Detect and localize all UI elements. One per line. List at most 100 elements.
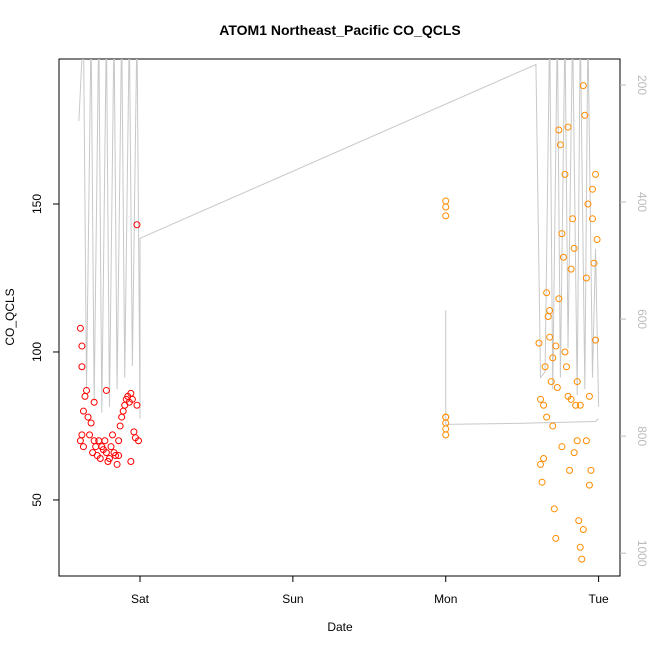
point — [543, 289, 551, 297]
point — [546, 307, 554, 315]
point — [564, 123, 572, 131]
point — [549, 422, 557, 430]
point — [553, 383, 561, 391]
point — [102, 386, 110, 394]
point — [127, 457, 135, 465]
point — [105, 455, 113, 463]
point — [537, 395, 545, 403]
point — [78, 342, 86, 350]
point — [76, 437, 84, 445]
point — [547, 378, 555, 386]
x-axis-label: Date — [327, 620, 353, 634]
point — [573, 378, 581, 386]
point — [92, 443, 100, 451]
point — [567, 265, 575, 273]
x-tick-label: Tue — [588, 592, 609, 606]
point — [559, 253, 567, 261]
point — [570, 449, 578, 457]
point — [87, 419, 95, 427]
point — [83, 386, 91, 394]
point — [113, 460, 121, 468]
point — [112, 452, 120, 460]
point — [561, 348, 569, 356]
point — [535, 339, 543, 347]
point — [115, 437, 123, 445]
point — [130, 428, 138, 436]
point — [555, 126, 563, 134]
point — [582, 274, 590, 282]
point — [546, 333, 554, 341]
y-tick-label: 150 — [30, 194, 44, 214]
point — [555, 295, 563, 303]
point — [540, 401, 548, 409]
point — [102, 449, 110, 457]
point — [584, 200, 592, 208]
point — [570, 244, 578, 252]
plot-area — [76, 59, 601, 563]
point — [576, 543, 584, 551]
line — [78, 59, 600, 425]
point — [109, 431, 117, 439]
point — [95, 437, 103, 445]
point — [79, 407, 87, 415]
y2-tick-label: 200 — [635, 75, 649, 95]
point — [578, 555, 586, 563]
point — [540, 455, 548, 463]
point — [569, 215, 577, 223]
point — [588, 185, 596, 193]
point — [582, 437, 590, 445]
point — [116, 422, 124, 430]
point — [79, 443, 87, 451]
point — [442, 431, 450, 439]
y-tick-label: 50 — [30, 493, 44, 507]
plot-frame — [58, 58, 621, 577]
point — [585, 392, 593, 400]
point — [128, 395, 136, 403]
point — [558, 230, 566, 238]
point — [575, 517, 583, 525]
point — [133, 401, 141, 409]
point — [576, 401, 584, 409]
point — [134, 437, 142, 445]
point — [81, 392, 89, 400]
x-tick-label: Mon — [434, 592, 457, 606]
point — [133, 221, 141, 229]
point — [552, 342, 560, 350]
point — [581, 111, 589, 119]
point — [101, 437, 109, 445]
point — [572, 401, 580, 409]
point — [593, 236, 601, 244]
point — [442, 425, 450, 433]
point — [562, 363, 570, 371]
point — [558, 443, 566, 451]
point — [78, 431, 86, 439]
point — [76, 324, 84, 332]
point — [579, 82, 587, 90]
point — [96, 455, 104, 463]
point — [107, 443, 115, 451]
point — [537, 460, 545, 468]
point — [587, 466, 595, 474]
point — [119, 407, 127, 415]
point — [541, 363, 549, 371]
y2-tick-label: 400 — [635, 192, 649, 212]
y-tick-label: 100 — [30, 342, 44, 362]
point — [86, 431, 94, 439]
point — [561, 170, 569, 178]
y2-tick-label: 600 — [635, 309, 649, 329]
point — [592, 336, 600, 344]
y2-tick-label: 800 — [635, 426, 649, 446]
point — [585, 481, 593, 489]
point — [573, 437, 581, 445]
point — [592, 170, 600, 178]
point — [566, 466, 574, 474]
point — [84, 413, 92, 421]
point — [579, 526, 587, 534]
chart-title: ATOM1 Northeast_Pacific CO_QCLS — [219, 22, 460, 38]
point — [550, 505, 558, 513]
x-tick-label: Sat — [131, 592, 150, 606]
point — [442, 197, 450, 205]
point — [118, 413, 126, 421]
point — [78, 363, 86, 371]
